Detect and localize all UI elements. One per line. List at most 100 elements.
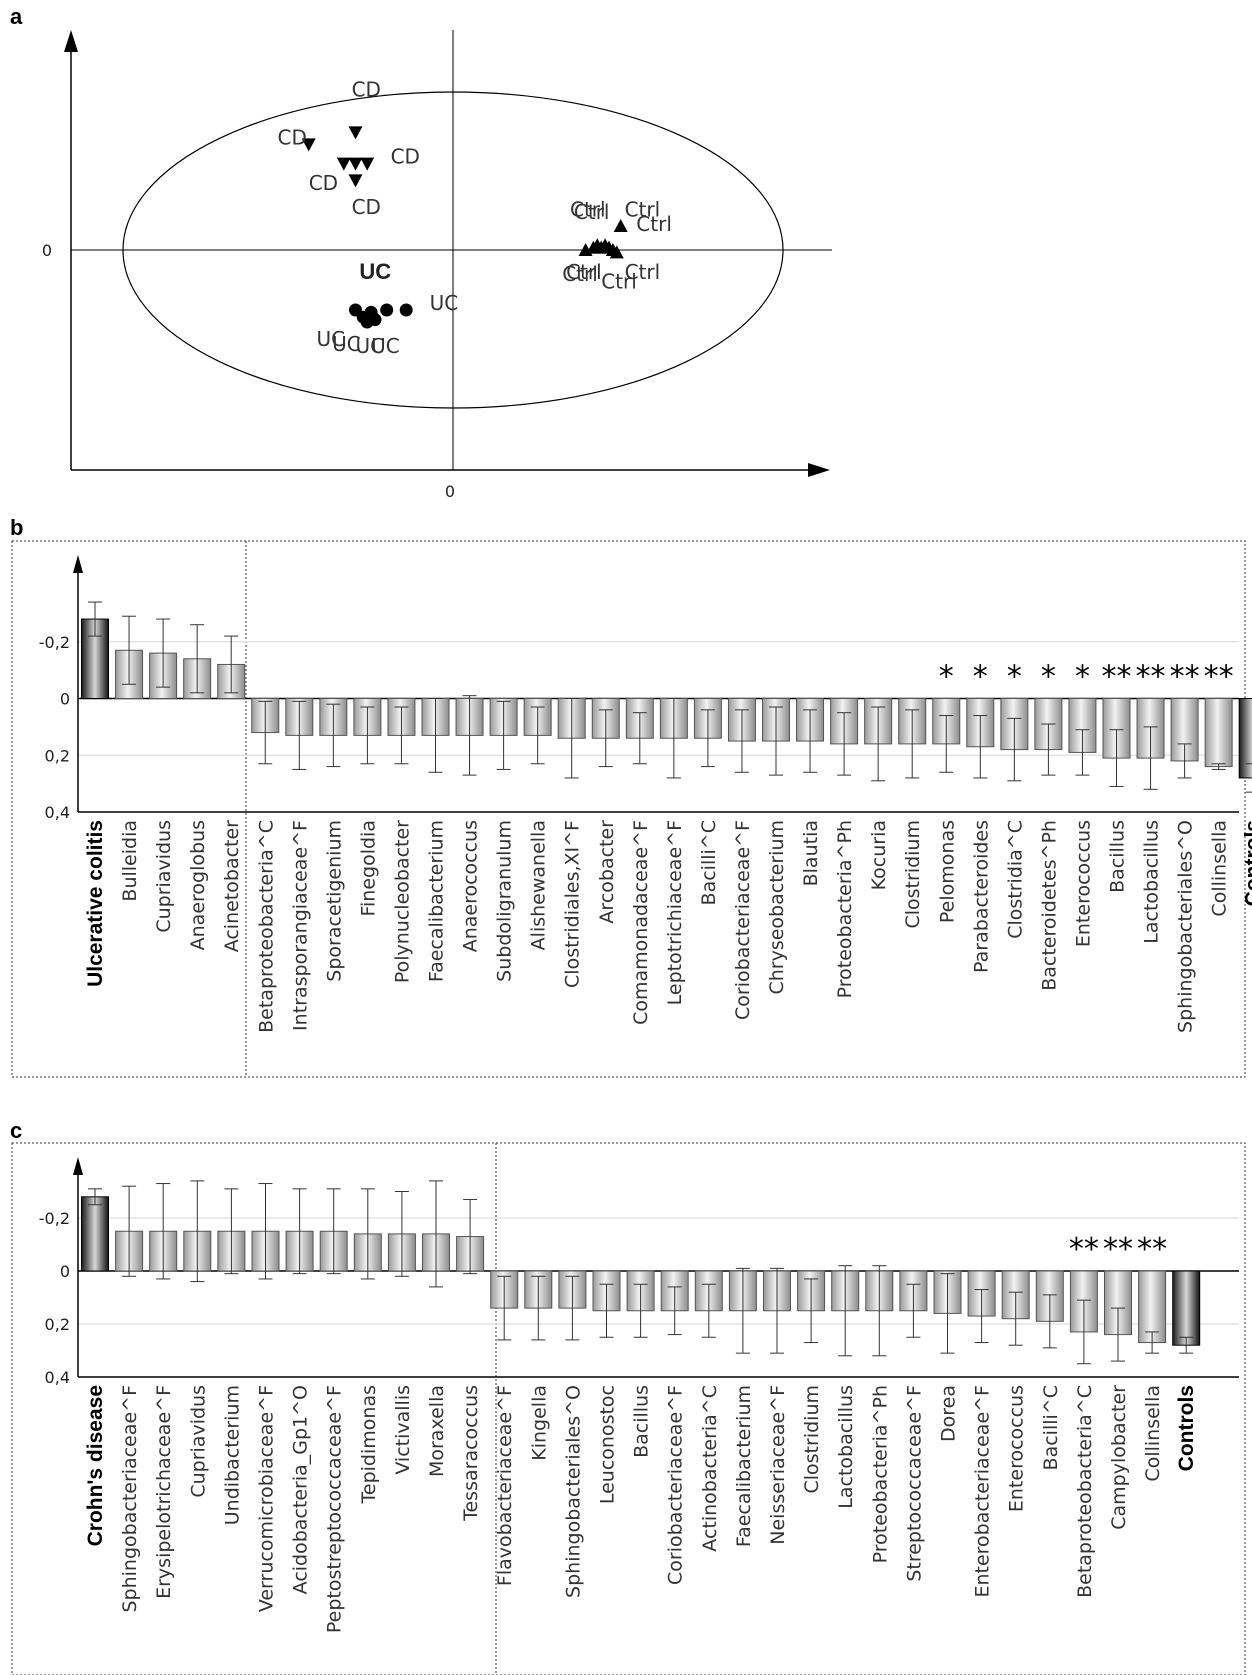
panel-frame (11, 540, 1246, 1078)
category-label: Coriobacteriaceae^F (665, 1385, 687, 1585)
bar (1238, 698, 1252, 779)
y-tick-label: -0,2 (39, 1209, 70, 1228)
category-label: Faecalibacterium (733, 1385, 755, 1547)
category-label: Alishewanella (528, 820, 550, 950)
panel-letter-c: c (10, 1118, 22, 1143)
category-label: Controls (1242, 820, 1252, 906)
category-label: Chryseobacterium (766, 820, 788, 995)
significance-marker: * (1007, 660, 1022, 695)
y-tick-label: 0,4 (45, 1368, 70, 1387)
bar (1138, 1270, 1167, 1344)
category-label: Tepidimonas (358, 1385, 380, 1504)
uc-point-label: UC (359, 259, 391, 284)
category-label: Anaerococcus (460, 820, 482, 952)
category-label: Proteobacteria^Ph (869, 1385, 891, 1563)
cd-point (348, 174, 363, 188)
ctrl-point-label: Ctrl (566, 260, 602, 284)
category-label: Streptococcaceae^F (903, 1385, 925, 1582)
y-axis-arrow (64, 30, 78, 52)
ctrl-point (613, 219, 628, 232)
category-label: Faecalibacterium (426, 820, 448, 982)
cd-point (348, 126, 363, 140)
uc-point (360, 315, 374, 329)
category-label: Bacillus (1107, 820, 1129, 893)
panel-letter-b: b (10, 515, 23, 540)
uc-point-label: UC (317, 327, 346, 351)
y-tick-label: 0,2 (45, 746, 70, 765)
category-label: Neisseriaceae^F (767, 1385, 789, 1545)
ctrl-point-label: Ctrl (601, 269, 637, 293)
bar-chart-c: -0,2 0 0,2 0,4 Crohn's disease Sphingobacteri… (11, 1142, 1246, 1675)
y-tick-label: 0 (60, 690, 70, 709)
ctrl-point-label: Ctrl (574, 200, 610, 224)
y-axis-arrow (73, 1157, 83, 1175)
category-label: Leuconostoc (597, 1385, 619, 1504)
category-label: Sporacetigenium (323, 820, 345, 982)
confidence-ellipse (122, 91, 784, 409)
cd-point (301, 138, 316, 152)
category-label: Finegoldia (357, 820, 379, 917)
ctrl-point-label: Ctrl (625, 260, 661, 284)
category-label: Pelomonas (936, 820, 958, 923)
significance-marker: ** (1103, 1232, 1133, 1267)
category-label: Anaeroglobus (187, 820, 209, 950)
category-label: Sphingobacteriaceae^F (119, 1385, 141, 1613)
category-label: Kocuria (868, 820, 890, 890)
category-label: Enterobacteriaceae^F (972, 1385, 994, 1598)
category-label: Betaproteobacteria^C (255, 820, 277, 1033)
category-label: Clostridium (902, 820, 924, 929)
category-label: Victivallis (392, 1385, 414, 1475)
bar (1068, 698, 1097, 753)
uc-point-label: UC (430, 291, 459, 315)
category-label: Controls (1175, 1385, 1198, 1471)
category-label: Comamonadaceae^F (630, 820, 652, 1025)
category-label: Subdoligranulum (494, 820, 516, 982)
significance-marker: ** (1069, 1232, 1099, 1267)
category-label: Actinobacteria^C (699, 1385, 721, 1552)
category-label: Peptostreptococcaceae^F (324, 1385, 346, 1633)
cd-point (336, 157, 351, 171)
cd-point-label: CD (352, 77, 381, 101)
category-label: Acinetobacter (221, 820, 243, 952)
category-label: Collinsella (1142, 1385, 1164, 1482)
significance-marker: * (1075, 660, 1090, 695)
uc-point (380, 303, 394, 317)
category-label: Blautia (800, 820, 822, 886)
category-label: Bacillus (631, 1385, 653, 1458)
category-label: Bacilli^C (1040, 1385, 1062, 1470)
uc-point-label: UC (356, 334, 385, 358)
category-label: Verrucomicrobiaceae^F (256, 1385, 278, 1612)
category-label: Acidobacteria_Gp1^O (290, 1385, 312, 1594)
bar (81, 1196, 109, 1272)
category-label: Clostridia^C (1004, 820, 1026, 939)
x-tick-0: 0 (445, 482, 455, 501)
significance-marker: * (1041, 660, 1056, 695)
cd-point-label: CD (278, 125, 307, 149)
y-tick-label: 0,4 (45, 803, 70, 822)
category-label: Coriobacteriaceae^F (732, 820, 754, 1020)
cd-point (348, 157, 363, 171)
y-tick-label: 0,2 (45, 1315, 70, 1334)
category-label: Enterococcus (1006, 1385, 1028, 1512)
category-label: Campylobacter (1108, 1385, 1130, 1530)
uc-point (399, 303, 413, 317)
category-label: Bacilli^C (698, 820, 720, 905)
y-tick-0: 0 (42, 241, 52, 260)
category-label: Arcobacter (596, 820, 618, 924)
category-label: Moraxella (426, 1385, 448, 1477)
category-label: Bulleidia (119, 820, 141, 902)
significance-marker: ** (1137, 1232, 1167, 1267)
ctrl-point-label: Ctrl (636, 212, 672, 236)
significance-marker: * (939, 660, 954, 695)
category-label: Clostridiales,XI^F (562, 820, 584, 988)
significance-marker: ** (1204, 660, 1234, 695)
ctrl-point-label: Ctrl (625, 197, 661, 221)
bar (1204, 698, 1233, 768)
category-label: Lactobacillus (1141, 820, 1163, 944)
category-label: Flavobacteriaceae^F (494, 1385, 516, 1586)
significance-marker: ** (1102, 660, 1132, 695)
significance-marker: ** (1136, 660, 1166, 695)
